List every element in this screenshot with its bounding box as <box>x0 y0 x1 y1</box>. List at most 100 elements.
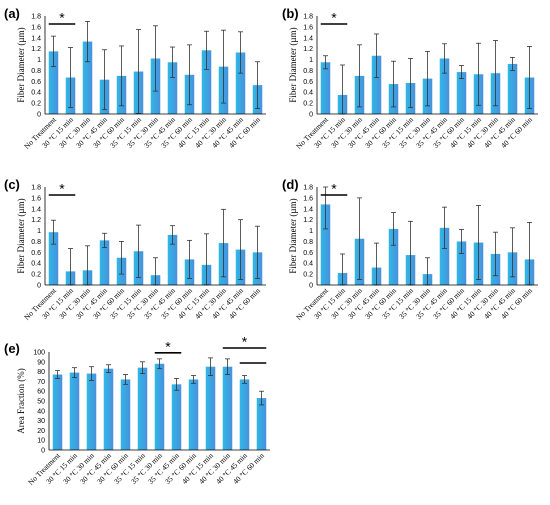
panel-label: (d) <box>282 177 299 192</box>
error-bar <box>510 56 515 71</box>
chart-panel-1: (a) Fiber Diameter (µm) 0 0.2 0.4 0.6 0.8 1 1.2 1… <box>4 6 266 151</box>
error-bar <box>357 44 362 108</box>
y-tick-label: 0.4 <box>303 261 313 268</box>
y-tick-label: 1.8 <box>303 185 313 192</box>
y-tick-label: 1.2 <box>31 46 41 53</box>
bar <box>456 72 467 114</box>
y-tick-label: 0.2 <box>303 101 313 108</box>
y-tick-label: 1.4 <box>31 206 41 213</box>
error-bar <box>170 46 175 78</box>
error-bar <box>119 241 124 275</box>
error-bar <box>238 219 243 280</box>
bar <box>48 232 59 285</box>
significance-star: * <box>331 181 337 197</box>
error-bar <box>527 46 532 109</box>
y-tick-label: 0.4 <box>31 261 41 268</box>
bar <box>48 51 59 114</box>
y-tick-label: 1 <box>37 57 41 64</box>
chart-panel-5: (e) Area Fraction (%) 0 10 20 30 40 50 60 70 80 90 1… <box>4 334 270 487</box>
y-tick-label: 0 <box>309 283 313 290</box>
y-axis-label: Area Fraction (%) <box>16 368 26 433</box>
y-tick-label: 1.8 <box>303 14 313 21</box>
error-bar <box>255 61 260 109</box>
y-tick-label: 40 <box>37 408 45 415</box>
y-tick-label: 80 <box>37 369 45 376</box>
y-tick-label: 0.4 <box>31 90 41 97</box>
y-tick-label: 1 <box>309 228 313 235</box>
bar <box>439 227 450 285</box>
error-bar <box>225 358 230 375</box>
error-bar <box>391 212 396 246</box>
y-axis-label: Fiber Diameter (µm) <box>288 198 298 273</box>
bar <box>222 366 233 450</box>
y-tick-label: 90 <box>37 359 45 366</box>
y-tick-label: 0.8 <box>31 68 41 75</box>
error-bar <box>68 47 73 108</box>
error-bar <box>476 42 481 106</box>
bar <box>507 63 518 114</box>
error-bar <box>136 224 141 278</box>
bar <box>167 62 178 114</box>
bar <box>256 398 267 450</box>
error-bar <box>55 370 60 379</box>
y-tick-label: 30 <box>37 418 45 425</box>
error-bar <box>136 29 141 114</box>
y-tick-label: 0 <box>309 112 313 119</box>
significance-marker: * <box>320 181 348 197</box>
y-tick-label: 1.4 <box>303 206 313 213</box>
y-tick-label: 0.6 <box>303 250 313 257</box>
y-tick-label: 1.8 <box>31 14 41 21</box>
y-tick-label: 1.6 <box>303 195 313 202</box>
bar <box>371 55 382 114</box>
chart-panel-2: (b) Fiber Diameter (µm) 0 0.2 0.4 0.6 0.8 1 1.2 1… <box>282 6 538 151</box>
y-tick-label: 0.6 <box>31 79 41 86</box>
y-tick-label: 0.6 <box>303 79 313 86</box>
error-bar <box>476 205 481 280</box>
error-bar <box>153 25 158 92</box>
bar <box>137 367 148 450</box>
error-bar <box>238 31 243 74</box>
error-bar <box>425 50 430 107</box>
error-bar <box>170 225 175 245</box>
y-tick-label: 20 <box>37 428 45 435</box>
y-tick-label: 100 <box>33 350 45 357</box>
chart-panel-4: (d) Fiber Diameter (µm) 0 0.2 0.4 0.6 0.8 1 1.2 1… <box>282 177 538 322</box>
error-bar <box>208 357 213 376</box>
error-bar <box>442 43 447 74</box>
bar <box>86 373 97 450</box>
y-tick-label: 1.2 <box>303 46 313 53</box>
y-tick-label: 1 <box>37 228 41 235</box>
significance-marker: * <box>48 10 76 26</box>
significance-marker: * <box>154 338 182 354</box>
bar <box>99 240 110 285</box>
error-bar <box>106 364 111 373</box>
y-tick-label: 1.8 <box>31 185 41 192</box>
significance-star: * <box>242 334 248 350</box>
bar <box>167 234 178 285</box>
bar <box>154 363 165 450</box>
bar <box>320 204 331 285</box>
y-tick-label: 1.4 <box>31 35 41 42</box>
bar <box>69 372 80 450</box>
error-bar <box>187 239 192 279</box>
error-bar <box>51 219 56 245</box>
error-bar <box>374 33 379 78</box>
bar <box>188 379 199 450</box>
error-bar <box>140 361 145 374</box>
y-tick-label: 60 <box>37 389 45 396</box>
y-tick-label: 1.6 <box>31 24 41 31</box>
significance-star: * <box>59 181 65 197</box>
y-tick-label: 0 <box>37 283 41 290</box>
error-bar <box>174 378 179 391</box>
panel-label: (e) <box>4 341 20 356</box>
error-bar <box>204 30 209 70</box>
error-bar <box>442 206 447 249</box>
y-tick-label: 1.4 <box>303 35 313 42</box>
bar <box>456 241 467 285</box>
error-bar <box>102 49 107 111</box>
y-tick-label: 0.4 <box>303 90 313 97</box>
y-tick-label: 10 <box>37 438 45 445</box>
significance-star: * <box>59 10 65 26</box>
panel-label: (b) <box>282 6 299 21</box>
